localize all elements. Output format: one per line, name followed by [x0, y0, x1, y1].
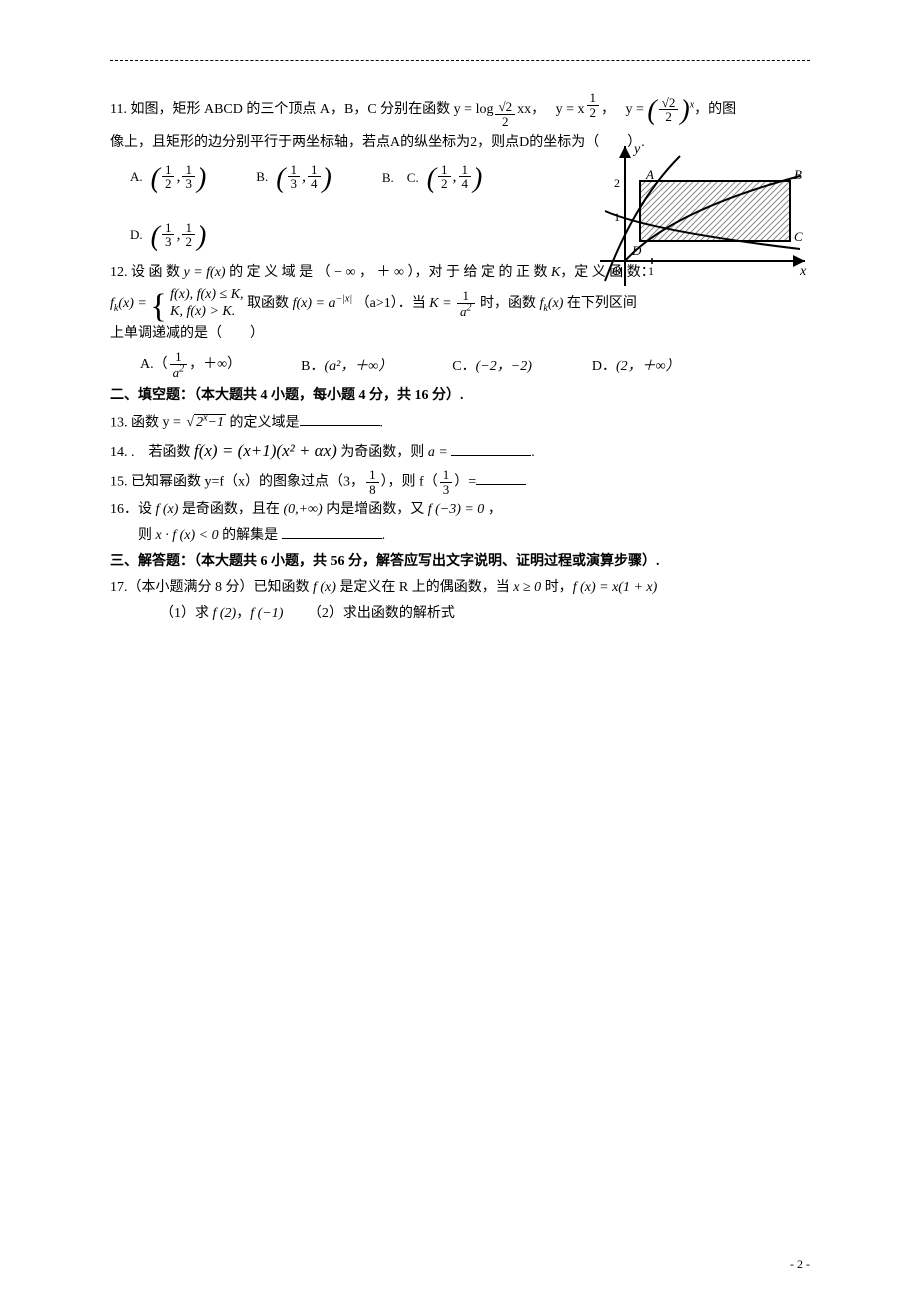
fig-o-label: O — [612, 263, 622, 278]
q16-l1: 16．设 f (x) 是奇函数，且在 (0,+∞) 内是增函数，又 f (−3)… — [110, 498, 810, 522]
top-divider — [110, 60, 810, 61]
q11-f2-exp-bot: 2 — [587, 106, 600, 120]
q11-opt-c: B. C. (12,14) — [382, 163, 483, 191]
q16-blank — [282, 524, 382, 539]
page-number: - 2 - — [790, 1257, 810, 1272]
q11-f1-sub-top: √2 — [495, 100, 515, 115]
q17-l1: 17.（本小题满分 8 分）已知函数 f (x) 是定义在 R 上的偶函数，当 … — [110, 576, 810, 600]
q14-blank — [451, 441, 531, 456]
q11-f3-base-bot: 2 — [659, 110, 679, 124]
q11-f1-after: x， — [524, 102, 545, 117]
q17-l2: （1）求 f (2)，f (−1) （2）求出函数的解析式 — [110, 602, 810, 626]
fig-tick2: 2 — [614, 176, 620, 190]
q11-figure: y x O 2 1 1 A B C D — [590, 141, 810, 291]
fig-b: B — [794, 167, 802, 182]
q11: 11. 如图，矩形 ABCD 的三个顶点 A，B，C 分别在函数 y = log… — [110, 91, 810, 249]
q13-blank — [300, 411, 380, 426]
q11-opt-d: D. (13,12) — [130, 221, 206, 249]
fig-tickx1: 1 — [648, 264, 654, 278]
q15-blank — [476, 470, 526, 485]
q11-f2-before: y = x — [556, 102, 585, 117]
q11-opt-b: B. (13,14) — [256, 163, 332, 191]
q12-opts: A.（1a2，＋∞） B．(a²，＋∞） C．(−2，−2) D．(2，＋∞） — [140, 350, 810, 380]
q14: 14. . 若函数 f(x) = (x+1)(x² + αx) 为奇函数，则 a… — [110, 437, 810, 466]
q11-f2-exp-top: 1 — [587, 91, 600, 106]
fig-d: D — [631, 243, 642, 258]
section2-title: 二、填空题：（本大题共 4 小题，每小题 4 分，共 16 分）. — [110, 384, 810, 408]
q12-line3: 上单调递减的是（ ） — [110, 322, 810, 346]
fig-x-label: x — [799, 264, 807, 279]
q16-l2: 则 x · f (x) < 0 的解集是 . — [110, 524, 810, 548]
q12-line2: fk(x) = { f(x), f(x) ≤ K, K, f(x) > K. 取… — [110, 287, 810, 321]
q11-f3-base-top: √2 — [659, 96, 679, 111]
q13: 13. 函数 y = 2x−1 的定义域是. — [110, 410, 810, 435]
q11-f3-before: y = — [626, 102, 648, 117]
fig-a: A — [645, 167, 654, 182]
q11-opt-a: A. (12,13) — [130, 163, 206, 191]
q11-prefix: 11. 如图，矩形 ABCD 的三个顶点 A，B，C 分别在函数 — [110, 102, 450, 117]
q11-f1-before: y = log — [454, 102, 494, 117]
section3-title: 三、解答题：（本大题共 6 小题，共 56 分，解答应写出文字说明、证明过程或演… — [110, 550, 810, 574]
q11-f1-sub-bot: 2 — [495, 115, 515, 129]
q11-f2-after: ， — [601, 102, 615, 117]
q11-f3-after: ，的图 — [694, 102, 736, 117]
fig-y-label: y — [632, 142, 641, 157]
svg-text:1: 1 — [614, 210, 620, 224]
q15: 15. 已知幂函数 y=f（x）的图象过点（3，18），则 f（13）= — [110, 468, 810, 496]
fig-c: C — [794, 229, 803, 244]
